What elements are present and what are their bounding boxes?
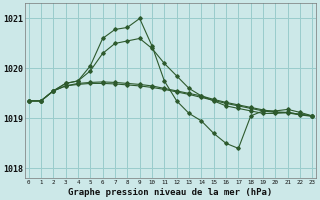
X-axis label: Graphe pression niveau de la mer (hPa): Graphe pression niveau de la mer (hPa) [68,188,273,197]
